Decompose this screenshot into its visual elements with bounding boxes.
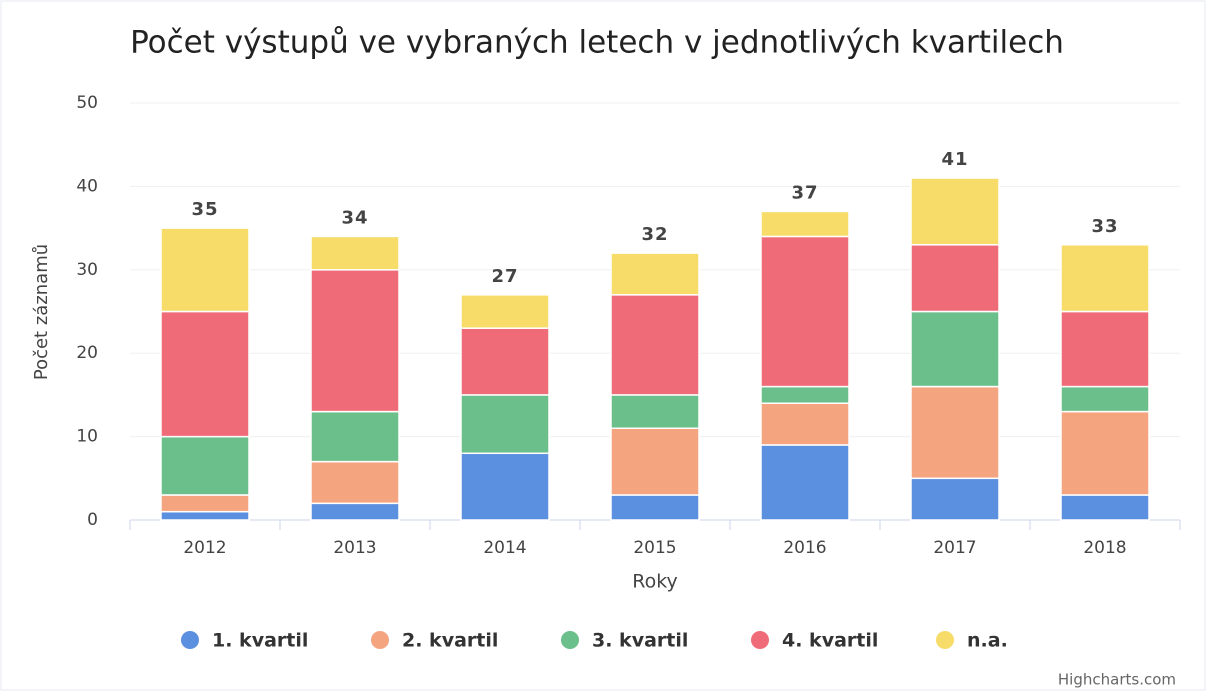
bar-segment [1060, 494, 1150, 521]
x-tick-label: 2013 [333, 538, 376, 558]
bar-segment [610, 394, 700, 430]
legend-label: 3. kvartil [592, 630, 688, 652]
bar-segment [760, 235, 850, 388]
legend-symbol [936, 631, 954, 649]
bar-segment [760, 402, 850, 446]
credit: Highcharts.com [1058, 671, 1176, 689]
bar-segment [310, 269, 400, 413]
bar-segment [160, 494, 250, 513]
bar-segment [610, 427, 700, 496]
stack-total: 27 [491, 266, 518, 287]
bar-segment [310, 460, 400, 505]
bar-segment [910, 244, 1000, 313]
y-tick-label: 40 [76, 176, 98, 196]
stack-total: 34 [341, 207, 368, 228]
legend-symbol [751, 631, 769, 649]
x-tick-label: 2018 [1083, 538, 1126, 558]
stack-total: 35 [191, 199, 218, 220]
bar-segment [1060, 410, 1150, 496]
legend-label: 2. kvartil [402, 630, 498, 652]
bar-segment [160, 435, 250, 496]
y-tick-label: 20 [76, 343, 98, 363]
x-tick-label: 2012 [183, 538, 226, 558]
legend-symbol [561, 631, 579, 649]
chart-title: Počet výstupů ve vybraných letech v jedn… [130, 25, 1064, 61]
bar-segment [160, 510, 250, 521]
bar-segment [610, 494, 700, 521]
y-tick-label: 10 [76, 427, 98, 447]
stack-total: 41 [941, 149, 968, 170]
bar-segment [910, 477, 1000, 521]
legend-label: 1. kvartil [212, 630, 308, 652]
bar-segment [310, 410, 400, 463]
x-tick-label: 2016 [783, 538, 826, 558]
bar-segment [1060, 385, 1150, 413]
bar-segment [760, 210, 850, 238]
bar-segment [610, 252, 700, 296]
bar-segment [910, 177, 1000, 246]
bar-segment [1060, 310, 1150, 388]
y-tick-label: 30 [76, 260, 98, 280]
bar-segment [160, 227, 250, 313]
legend-label: n.a. [967, 630, 1008, 652]
legend-symbol [181, 631, 199, 649]
bar-segment [910, 310, 1000, 388]
stack-total: 33 [1091, 216, 1118, 237]
stack-total: 37 [791, 182, 818, 203]
bar-segment [310, 235, 400, 271]
y-tick-label: 50 [76, 93, 98, 113]
y-axis-title: Počet záznamů [31, 244, 52, 380]
bar-segment [310, 502, 400, 521]
legend-symbol [371, 631, 389, 649]
bar-segment [160, 310, 250, 438]
bar-segment [460, 294, 550, 329]
x-tick-label: 2014 [483, 538, 526, 558]
bar-segment [460, 327, 550, 396]
stack-total: 32 [641, 224, 668, 245]
y-tick-label: 0 [87, 510, 98, 530]
legend-label: 4. kvartil [782, 630, 878, 652]
x-axis-title: Roky [632, 571, 678, 593]
x-tick-label: 2015 [633, 538, 676, 558]
bar-segment [910, 385, 1000, 480]
bar-segment [760, 444, 850, 521]
bar-segment [760, 385, 850, 404]
bar-segment [460, 394, 550, 455]
bar-segment [1060, 244, 1150, 313]
x-tick-label: 2017 [933, 538, 976, 558]
bar-segment [610, 294, 700, 396]
bar-segment [460, 452, 550, 521]
